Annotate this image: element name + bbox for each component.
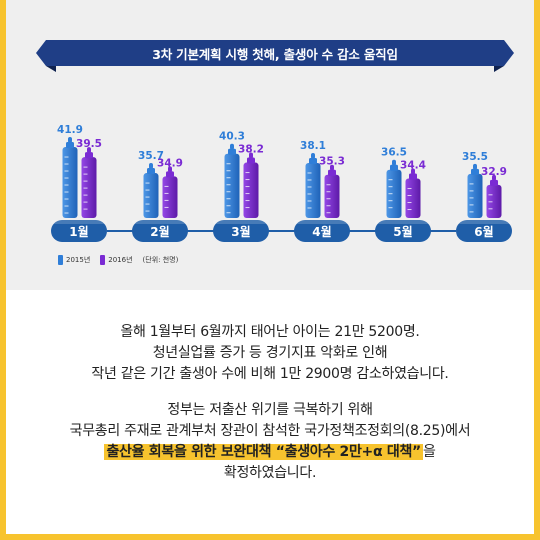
legend-item-2015: 2015년: [58, 255, 90, 265]
bar-2015-1-bar: [62, 147, 78, 218]
month-pill-shine-1: [51, 220, 107, 224]
p2-line-3-rest: 을: [422, 444, 436, 460]
chart-title-banner: 3차 기본계획 시행 첫해, 출생아 수 감소 움직임: [36, 40, 514, 72]
bar-2016-2-value-label: 34.9: [157, 157, 183, 169]
bar-2016-1-nipple: [87, 147, 91, 154]
bar-2015-4-cap: [309, 157, 317, 164]
p1-line-3: 작년 같은 기간 출생아 수에 비해 1만 2900명 감소하였습니다.: [91, 366, 449, 382]
legend-swatch-2015: [58, 255, 63, 265]
month-pill-shine-6: [456, 220, 512, 224]
month-pill-2: [132, 220, 188, 242]
legend-swatch-2016: [100, 255, 106, 265]
bar-2015-3-value-label: 40.3: [219, 131, 245, 143]
month-label-4: 4월: [312, 224, 331, 239]
bar-2016-4-bar: [324, 174, 340, 218]
legend-item-2016: 2016년: [100, 255, 133, 265]
bar-2015-4-value-label: 38.1: [300, 140, 326, 152]
month-pill-3: [213, 220, 269, 242]
paragraph-1: 올해 1월부터 6월까지 태어난 아이는 21만 5200명. 청년실업률 증가…: [26, 322, 514, 385]
bar-2015-6-nipple: [473, 163, 477, 170]
banner-fold-left: [46, 66, 56, 72]
month-pill-6: [456, 220, 512, 242]
bar-2015-2-value-label: 35.7: [138, 150, 164, 162]
bar-2016-6-cap: [490, 179, 498, 186]
chart-area: 3차 기본계획 시행 첫해, 출생아 수 감소 움직임 41.9 39.5 1월 35…: [6, 0, 534, 290]
banner-fold-right: [494, 66, 504, 72]
month-pill-5: [375, 220, 431, 242]
bar-2016-2-cap: [166, 171, 174, 178]
bar-2016-6-nipple: [492, 174, 496, 181]
bar-2016-5-nipple: [411, 168, 415, 175]
bar-2016-5-value-label: 34.4: [400, 160, 426, 172]
bar-2015-6-cap: [471, 168, 479, 175]
month-label-3: 3월: [231, 224, 250, 239]
bar-2015-2-bar: [143, 173, 159, 218]
bar-2016-4-value-label: 35.3: [319, 156, 345, 168]
bar-chart: 41.9 39.5 1월 35.734.9 2월 40.338.2 3월 38.1 35.3 4월…: [51, 124, 512, 242]
bar-2015-6-bar: [467, 173, 483, 218]
month-pill-shine-4: [294, 220, 350, 224]
month-label-5: 5월: [393, 224, 412, 239]
body-text: 올해 1월부터 6월까지 태어난 아이는 21만 5200명. 청년실업률 증가…: [26, 322, 514, 484]
chart-legend: 2015년 2016년 (단위: 천명): [58, 255, 178, 265]
bar-2015-4-bar: [305, 162, 321, 218]
bar-2015-1-cap: [66, 142, 74, 149]
bar-2015-5-value-label: 36.5: [381, 147, 407, 159]
bar-2015-5-cap: [390, 164, 398, 171]
bar-2016-2-bar: [162, 176, 178, 218]
month-label-1: 1월: [69, 224, 88, 239]
bar-2016-1-cap: [85, 152, 93, 159]
p2-line-1: 정부는 저출산 위기를 극복하기 위해: [167, 402, 373, 418]
bar-2016-5-cap: [409, 173, 417, 180]
bar-2015-3-cap: [228, 148, 236, 155]
p2-line-2: 국무총리 주재로 관계부처 장관이 참석한 국가정책조정회의(8.25)에서: [69, 423, 471, 439]
bar-2016-6-bar: [486, 184, 502, 218]
bar-2015-3-bar: [224, 153, 240, 218]
bar-2015-1-nipple: [68, 137, 72, 144]
p2-highlight: 출산율 회복을 위한 보완대책 “출생아수 2만+α 대책”: [104, 444, 423, 460]
bar-2016-1-value-label: 39.5: [76, 138, 102, 150]
bar-2016-4-nipple: [330, 164, 334, 171]
month-label-6: 6월: [474, 224, 493, 239]
month-pill-shine-3: [213, 220, 269, 224]
bar-2016-2-nipple: [168, 166, 172, 173]
bar-2015-5-bar: [386, 169, 402, 218]
bar-2015-2-cap: [147, 168, 155, 175]
bar-2016-4-cap: [328, 169, 336, 176]
legend-label-2015: 2015년: [66, 256, 91, 264]
bar-2015-3-nipple: [230, 143, 234, 150]
chart-title: 3차 기본계획 시행 첫해, 출생아 수 감소 움직임: [152, 46, 398, 62]
bar-2016-6-value-label: 32.9: [481, 166, 507, 178]
bar-2016-5-bar: [405, 178, 421, 218]
bar-2016-3-nipple: [249, 152, 253, 159]
p1-line-1: 올해 1월부터 6월까지 태어난 아이는 21만 5200명.: [120, 324, 420, 340]
p1-line-2: 청년실업률 증가 등 경기지표 악화로 인해: [152, 345, 388, 361]
legend-unit: (단위: 천명): [142, 256, 179, 264]
month-pill-1: [51, 220, 107, 242]
bar-2016-1-bar: [81, 157, 97, 218]
month-pill-shine-2: [132, 220, 188, 224]
bar-2016-3-value-label: 38.2: [238, 144, 264, 156]
paragraph-2: 정부는 저출산 위기를 극복하기 위해 국무총리 주재로 관계부처 장관이 참석…: [26, 400, 514, 484]
bar-2015-6-value-label: 35.5: [462, 151, 488, 163]
bar-2015-5-nipple: [392, 159, 396, 166]
p2-line-4: 확정하였습니다.: [223, 465, 317, 481]
bar-2016-3-bar: [243, 162, 259, 218]
bar-2015-2-nipple: [149, 163, 153, 170]
bar-2016-3-cap: [247, 157, 255, 164]
month-pill-shine-5: [375, 220, 431, 224]
bar-2015-4-nipple: [311, 152, 315, 159]
month-pill-4: [294, 220, 350, 242]
bar-2015-1-value-label: 41.9: [57, 124, 83, 136]
month-label-2: 2월: [150, 224, 169, 239]
legend-label-2016: 2016년: [108, 256, 133, 264]
